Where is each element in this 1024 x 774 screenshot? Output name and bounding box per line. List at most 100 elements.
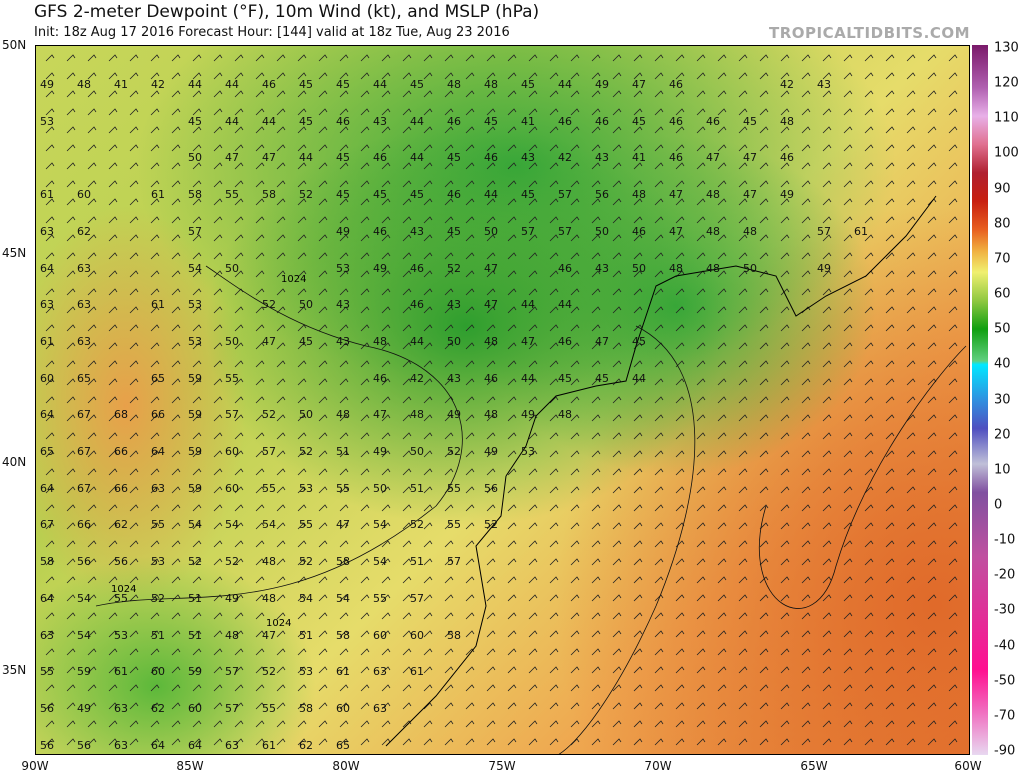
wind-barb <box>129 198 139 206</box>
wind-barb <box>864 288 874 296</box>
wind-barb <box>381 468 391 476</box>
wind-barb <box>87 540 97 548</box>
wind-barb <box>780 630 790 638</box>
wind-barb <box>801 666 811 674</box>
wind-barb <box>171 558 181 566</box>
dewpoint-value: 63 <box>151 481 165 495</box>
dewpoint-value: 50 <box>225 261 239 275</box>
wind-barb <box>339 234 349 242</box>
wind-barb <box>948 144 958 152</box>
wind-barb <box>66 54 76 62</box>
dewpoint-value: 63 <box>77 261 91 275</box>
wind-barb <box>948 630 958 638</box>
wind-barb <box>486 522 496 530</box>
wind-barb <box>633 486 643 494</box>
wind-barb <box>192 648 202 656</box>
wind-barb <box>381 522 391 530</box>
wind-barb <box>318 504 328 512</box>
wind-barb <box>696 576 706 584</box>
dewpoint-value: 48 <box>77 78 91 91</box>
wind-barb <box>339 306 349 314</box>
wind-barb <box>402 378 412 386</box>
wind-barb <box>654 270 664 278</box>
wind-barb <box>591 72 601 80</box>
wind-barb <box>780 666 790 674</box>
wind-barb <box>402 198 412 206</box>
wind-barb <box>297 396 307 404</box>
wind-barb <box>885 612 895 620</box>
wind-barb <box>444 648 454 656</box>
wind-barb <box>696 54 706 62</box>
wind-barb <box>654 144 664 152</box>
wind-barb <box>444 360 454 368</box>
wind-barb <box>66 396 76 404</box>
wind-barb <box>444 108 454 116</box>
wind-barb <box>549 324 559 332</box>
wind-barb <box>885 702 895 710</box>
wind-barb <box>66 540 76 548</box>
wind-barb <box>675 90 685 98</box>
dewpoint-value: 43 <box>447 371 461 385</box>
wind-barb <box>87 486 97 494</box>
wind-barb <box>927 522 937 530</box>
wind-barb <box>675 486 685 494</box>
dewpoint-value: 56 <box>484 481 498 495</box>
wind-barb <box>759 360 769 368</box>
dewpoint-value: 47 <box>669 188 683 202</box>
dewpoint-value: 51 <box>188 591 202 605</box>
wind-barb <box>948 306 958 314</box>
wind-barb <box>360 90 370 98</box>
wind-barb <box>948 54 958 62</box>
wind-barb <box>255 126 265 134</box>
dewpoint-value: 54 <box>225 518 239 532</box>
wind-barb <box>402 504 412 512</box>
wind-barb <box>66 252 76 260</box>
wind-barb <box>339 522 349 530</box>
wind-barb <box>402 648 412 656</box>
wind-barb <box>738 540 748 548</box>
wind-barb <box>381 90 391 98</box>
wind-barb <box>906 612 916 620</box>
wind-barb <box>864 234 874 242</box>
dewpoint-value: 64 <box>151 445 165 458</box>
wind-barb <box>864 360 874 368</box>
wind-barb <box>591 90 601 98</box>
wind-barb <box>864 378 874 386</box>
wind-barb <box>948 540 958 548</box>
wind-barb <box>45 450 55 458</box>
dewpoint-value: 48 <box>743 224 757 238</box>
dewpoint-value: 45 <box>484 114 498 128</box>
wind-barb <box>738 414 748 422</box>
wind-barb <box>612 666 622 674</box>
wind-barb <box>276 630 286 638</box>
wind-barb <box>339 252 349 260</box>
wind-barb <box>150 468 160 476</box>
wind-barb <box>87 702 97 710</box>
wind-barb <box>150 54 160 62</box>
wind-barb <box>276 414 286 422</box>
wind-barb <box>444 180 454 188</box>
wind-barb <box>423 234 433 242</box>
wind-barb <box>948 162 958 170</box>
dewpoint-value: 42 <box>151 78 165 91</box>
wind-barb <box>885 720 895 728</box>
dewpoint-value: 49 <box>521 408 535 422</box>
wind-barb <box>906 54 916 62</box>
wind-barb <box>801 270 811 278</box>
wind-barb <box>318 216 328 224</box>
wind-barb <box>66 306 76 314</box>
wind-barb <box>717 486 727 494</box>
dewpoint-value: 43 <box>336 334 350 348</box>
wind-barb <box>654 252 664 260</box>
wind-barb <box>381 324 391 332</box>
wind-barb <box>234 432 244 440</box>
wind-barb <box>906 558 916 566</box>
wind-barb <box>843 504 853 512</box>
wind-barb <box>885 468 895 476</box>
wind-barb <box>780 126 790 134</box>
dewpoint-value: 54 <box>336 591 350 605</box>
dewpoint-map: 1024 1024 1024 49 48 41 42 44 44 46 45 45 44 45 48 4… <box>35 45 970 755</box>
wind-barb <box>675 198 685 206</box>
dewpoint-value: 43 <box>521 151 535 165</box>
dewpoint-value: 67 <box>77 408 91 422</box>
